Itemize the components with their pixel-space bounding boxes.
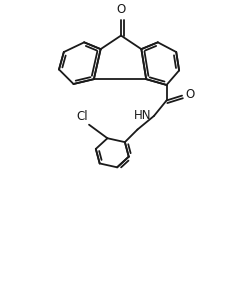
Text: O: O (116, 3, 126, 16)
Text: Cl: Cl (76, 110, 88, 123)
Text: O: O (185, 88, 194, 101)
Text: HN: HN (134, 109, 151, 122)
